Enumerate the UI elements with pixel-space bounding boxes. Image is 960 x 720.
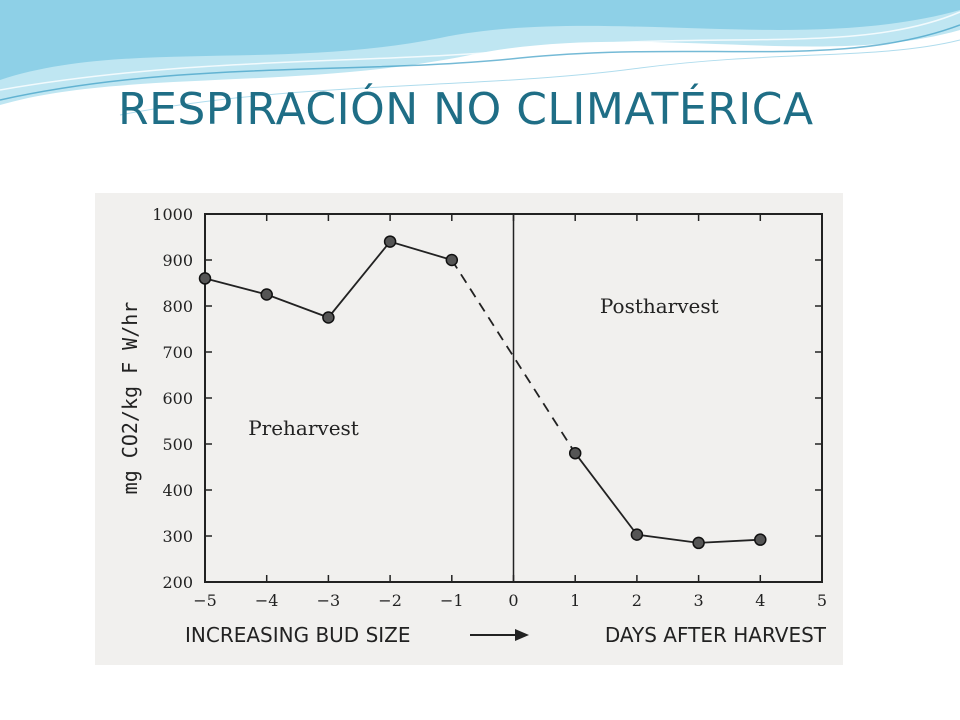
x-tick-label: −3 (317, 591, 341, 610)
x-caption-days-after-harvest: DAYS AFTER HARVEST (605, 623, 827, 647)
data-point (445, 253, 459, 267)
wave-band-mid (0, 0, 960, 80)
y-tick-label: 1000 (152, 205, 193, 224)
data-point (692, 536, 705, 550)
x-tick-label: 4 (755, 591, 765, 610)
data-point (383, 235, 397, 248)
harvest-connector-line (451, 259, 576, 454)
y-tick-label: 600 (162, 389, 193, 408)
series-line-1 (204, 240, 453, 319)
x-tick-label: 0 (508, 591, 518, 610)
x-tick-label: 5 (817, 591, 827, 610)
x-tick-label: −1 (440, 591, 464, 610)
data-point (630, 528, 644, 541)
slide-title: RESPIRACIÓN NO CLIMATÉRICA (118, 84, 814, 135)
y-tick-label: 400 (162, 481, 193, 500)
data-point (568, 446, 582, 460)
x-caption-arrow-head (515, 629, 529, 641)
data-point (260, 288, 273, 301)
respiration-chart: −5 −4 −3 −2 −1 0 1 2 3 4 5 200 300 400 500 600 700 800 900… (118, 205, 827, 647)
y-tick-label: 900 (162, 251, 193, 270)
y-tick-label: 800 (162, 297, 193, 316)
postharvest-label: Postharvest (600, 294, 719, 318)
preharvest-label: Preharvest (248, 416, 359, 440)
wave-line-2 (0, 11, 960, 91)
x-tick-label: 2 (632, 591, 642, 610)
x-tick-label: 1 (570, 591, 580, 610)
y-tick-label: 300 (162, 527, 193, 546)
x-tick-label: −4 (255, 591, 279, 610)
data-point (754, 533, 767, 546)
y-axis-label: mg CO2/kg F W/hr (118, 302, 142, 495)
header-wave-decoration (0, 0, 960, 116)
y-tick-label: 700 (162, 343, 193, 362)
x-tick-label: 3 (694, 591, 704, 610)
wave-line-3 (119, 39, 960, 116)
series-line-2 (574, 452, 761, 544)
y-tick-label: 200 (162, 573, 193, 592)
y-tick-label: 500 (162, 435, 193, 454)
chart-figure: −5 −4 −3 −2 −1 0 1 2 3 4 5 200 300 400 500 600 700 800 900… (95, 193, 843, 665)
wave-line-1 (0, 24, 960, 101)
x-caption-bud-size: INCREASING BUD SIZE (185, 623, 411, 647)
data-point (198, 272, 212, 285)
x-tick-label: −2 (378, 591, 402, 610)
x-tick-label: −5 (193, 591, 217, 610)
data-point (322, 311, 335, 324)
